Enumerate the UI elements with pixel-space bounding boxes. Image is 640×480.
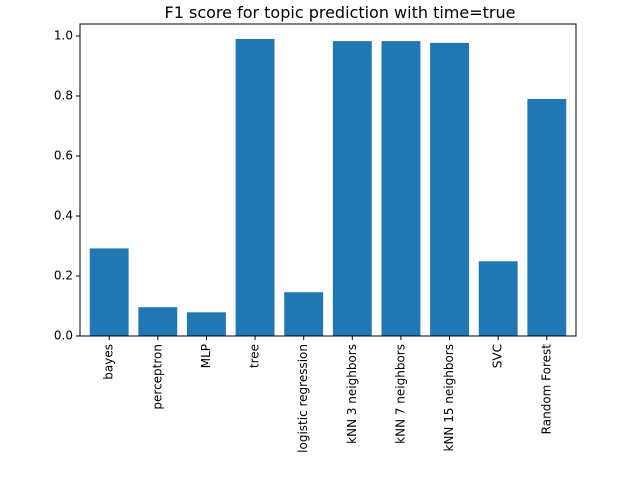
- bar-bayes: [89, 248, 129, 336]
- x-tick-label: tree: [248, 344, 262, 368]
- bar-knn-3-neighbors: [332, 41, 372, 336]
- y-tick-label: 0.4: [54, 209, 73, 223]
- bar-mlp: [186, 312, 226, 336]
- x-axis-ticks: bayes perceptron MLP tree logistic regressio…: [102, 336, 553, 453]
- x-tick-label: Random Forest: [539, 344, 553, 435]
- x-tick-label: MLP: [199, 344, 213, 368]
- bar-logistic-regression: [284, 292, 324, 336]
- bar-perceptron: [138, 307, 178, 336]
- bar-knn-7-neighbors: [381, 41, 421, 336]
- y-tick-label: 0.8: [54, 89, 73, 103]
- plot-frame: [79, 23, 577, 337]
- bars-group: [89, 39, 567, 337]
- bar-random-forest: [527, 99, 567, 336]
- bar-tree: [235, 39, 275, 336]
- y-tick-label: 0.2: [54, 269, 73, 283]
- x-tick-label: kNN 3 neighbors: [345, 344, 359, 444]
- x-tick-label: perceptron: [150, 344, 164, 410]
- x-tick-label: SVC: [491, 344, 505, 368]
- y-tick-label: 0.0: [54, 329, 73, 343]
- x-tick-label: kNN 15 neighbors: [442, 344, 456, 452]
- y-axis-ticks: 0.0 0.2 0.4 0.6 0.8 1.0: [54, 29, 80, 343]
- x-tick-label: logistic regression: [296, 344, 310, 453]
- y-tick-label: 1.0: [54, 29, 73, 43]
- bar-knn-15-neighbors: [430, 42, 470, 337]
- chart-title: F1 score for topic prediction with time=…: [165, 3, 516, 22]
- bar-svc: [478, 261, 518, 336]
- x-tick-label: kNN 7 neighbors: [393, 344, 407, 444]
- y-tick-label: 0.6: [54, 149, 73, 163]
- x-tick-label: bayes: [102, 344, 116, 380]
